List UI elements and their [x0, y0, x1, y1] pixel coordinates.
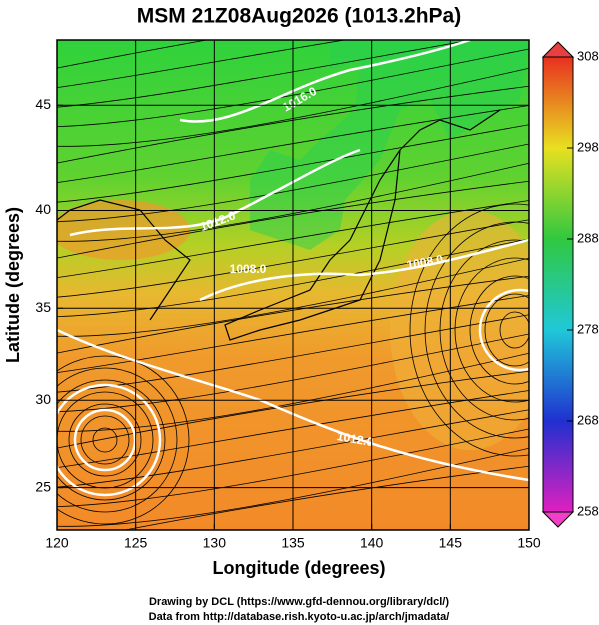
vortex-streamline: [92, 427, 118, 453]
y-tick-label: 40: [35, 201, 51, 217]
streamline: [57, 67, 529, 147]
y-tick-label: 25: [35, 478, 51, 494]
vortex-streamline: [57, 379, 166, 501]
colorbar-tick-label: 258: [577, 503, 599, 518]
streamline: [57, 257, 529, 337]
streamline: [57, 390, 529, 469]
x-tick-label: 125: [124, 535, 148, 551]
x-tick-label: 130: [203, 535, 227, 551]
isobar: [57, 383, 162, 497]
streamline: [122, 465, 529, 530]
streamline: [57, 85, 529, 164]
footer-line: Drawing by DCL (https://www.gfd-dennou.o…: [149, 596, 449, 608]
streamline: [57, 40, 347, 89]
land-cool: [250, 40, 529, 250]
vortex-streamline: [424, 221, 529, 439]
y-tick-label: 35: [35, 299, 51, 315]
vortex-streamline: [80, 415, 130, 465]
x-tick-label: 120: [45, 535, 69, 551]
streamline: [57, 447, 529, 527]
vortex-streamline: [499, 311, 529, 349]
y-tick-label: 45: [35, 96, 51, 112]
axes: 120 125 130 135 140 145 150 25 30 35 40 45: [35, 96, 540, 551]
vortex-streamline: [454, 257, 529, 403]
streamline: [57, 143, 529, 223]
streamline: [57, 40, 209, 69]
colorbar-body: [542, 56, 574, 513]
vortex-streamline: [409, 203, 529, 457]
isobar: [478, 288, 529, 372]
warm-area: [57, 200, 190, 260]
streamline: [57, 200, 529, 279]
streamline: [57, 105, 529, 184]
streamline: [57, 180, 529, 259]
streamline: [57, 352, 529, 432]
vortex-streamline: [469, 275, 529, 385]
coastline: [57, 199, 191, 321]
colorbar-tick-label: 268: [577, 412, 599, 427]
x-tick-label: 140: [360, 535, 384, 551]
streamline: [57, 428, 529, 508]
warm-area: [390, 210, 529, 450]
colorbar-tick-label: 288: [577, 230, 599, 245]
streamline: [57, 333, 529, 413]
vortex-streamline: [484, 293, 529, 367]
vortex-streamline: [68, 403, 142, 477]
isobar: [199, 238, 529, 302]
title: MSM 21Z08Aug2026 (1013.2hPa): [137, 5, 461, 28]
vortex-streamline: [57, 355, 190, 525]
y-axis-label: Latitude (degrees): [3, 207, 23, 363]
footer-line: Data from http://database.rish.kyoto-u.a…: [149, 611, 450, 623]
contour-label: 1008.0: [406, 252, 445, 272]
contour-label: 1008.0: [230, 262, 267, 276]
x-tick-label: 145: [439, 535, 463, 551]
colorbar-min-arrow: [541, 511, 575, 528]
vortex-streamline: [57, 367, 178, 513]
streamline: [57, 124, 529, 203]
x-tick-label: 150: [517, 535, 541, 551]
isobar: [179, 40, 471, 123]
colorbar-tick-label: 298: [577, 139, 599, 154]
y-tick-label: 30: [35, 391, 51, 407]
streamline: [57, 219, 529, 298]
streamline: [57, 238, 529, 318]
colorbar: 258 268 278 288 298 308: [541, 41, 599, 528]
colorbar-max-arrow: [541, 41, 575, 58]
streamline: [57, 314, 529, 393]
vortex-streamline: [439, 239, 529, 421]
x-tick-label: 135: [281, 535, 305, 551]
x-axis-label: Longitude (degrees): [212, 558, 385, 578]
streamline: [57, 40, 474, 108]
coastline: [399, 109, 501, 151]
streamline: [57, 48, 529, 128]
colorbar-tick-label: 308: [577, 48, 599, 63]
streamline: [57, 370, 529, 449]
isobar: [73, 408, 137, 472]
streamlines: [57, 40, 529, 530]
colorbar-tick-label: 278: [577, 321, 599, 336]
streamline: [57, 162, 529, 242]
contour-label: 1012.0: [336, 429, 375, 449]
